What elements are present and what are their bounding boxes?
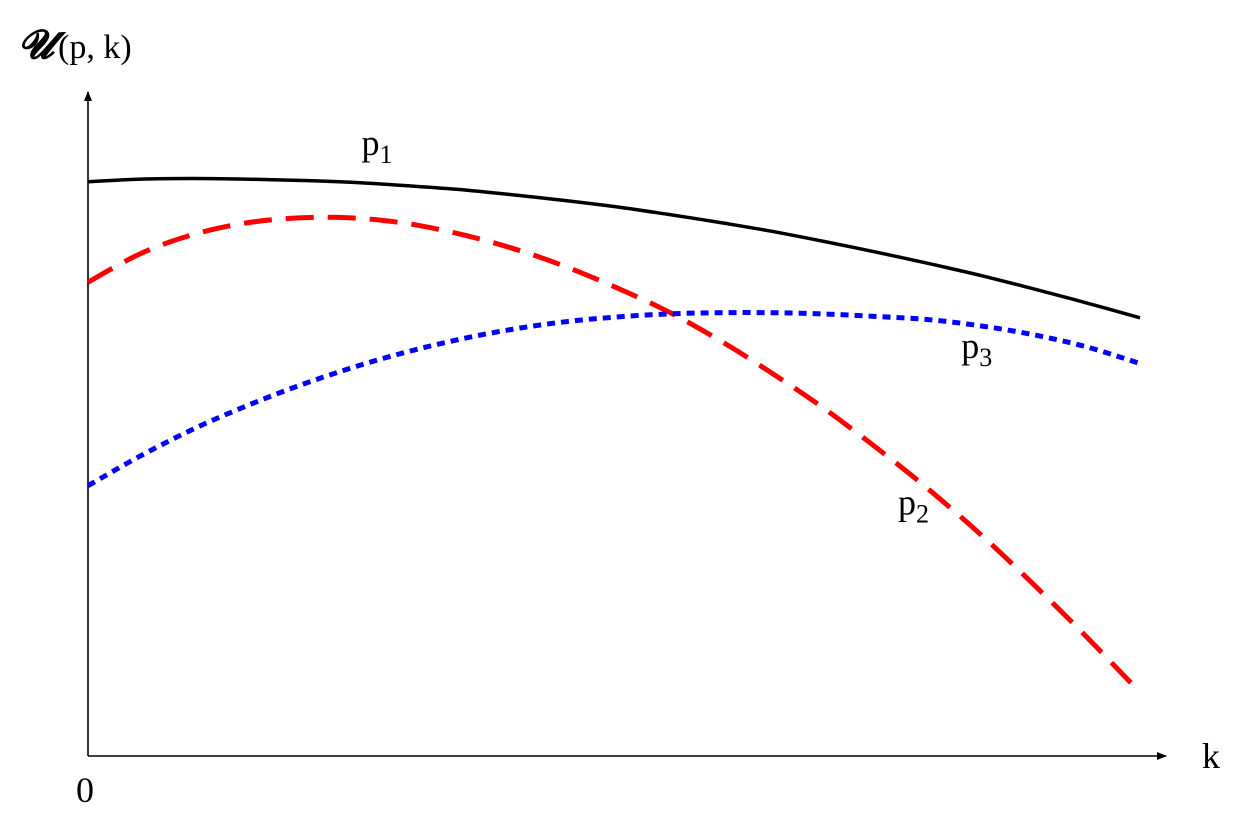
series-label-p3: p3 — [961, 326, 992, 372]
series-layer — [86, 176, 1142, 695]
series-line-p2 — [86, 214, 1142, 695]
series-label-p1: p1 — [362, 123, 393, 169]
series-line-p1 — [87, 176, 1141, 320]
series-labels: p1 p3 p2 — [362, 123, 993, 528]
y-axis-title: 𝓤 (p, k) — [18, 22, 132, 67]
y-axis-args: (p, k) — [58, 29, 132, 66]
origin-label: 0 — [76, 770, 94, 810]
series-label-p2: p2 — [898, 482, 929, 528]
x-axis-label: k — [1202, 736, 1220, 776]
series-line-p3 — [86, 310, 1141, 488]
